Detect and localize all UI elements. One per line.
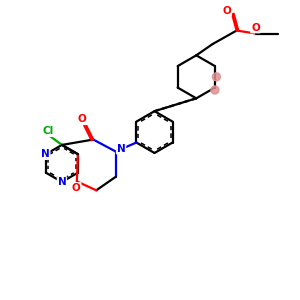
Text: N: N <box>58 177 66 187</box>
Circle shape <box>211 86 219 94</box>
Text: Cl: Cl <box>43 126 54 136</box>
Text: O: O <box>222 5 231 16</box>
Circle shape <box>212 73 220 81</box>
Text: N: N <box>41 149 50 159</box>
Text: O: O <box>78 114 87 124</box>
Text: O: O <box>72 183 81 193</box>
Text: N: N <box>117 143 125 154</box>
Text: O: O <box>251 22 260 33</box>
